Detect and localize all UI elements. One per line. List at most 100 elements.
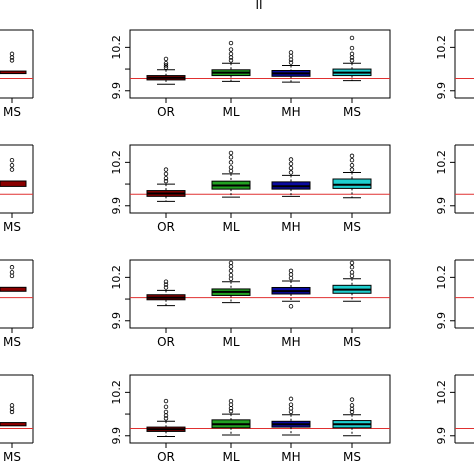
outlier-point	[163, 178, 169, 184]
x-tick-label-ms: MS	[343, 450, 361, 464]
right-y-tick-label: 9.9	[435, 82, 448, 100]
outlier-point	[349, 403, 355, 408]
outlier-point	[228, 47, 234, 52]
left-outlier-point	[9, 270, 15, 275]
x-tick-label-ms: MS	[343, 335, 361, 349]
y-tick-label: 10.2	[110, 380, 123, 405]
box-or	[146, 398, 186, 437]
outlier-point	[228, 276, 234, 282]
outlier-point	[228, 398, 234, 404]
right-y-tick-label: 10.2	[435, 265, 448, 290]
y-tick-label: 10.2	[110, 150, 123, 175]
right-y-tick-label: 10.2	[435, 150, 448, 175]
left-partial-panel: MS	[0, 259, 34, 349]
outlier-point	[288, 402, 294, 407]
x-tick-label-or: OR	[157, 105, 175, 119]
box-ml	[211, 398, 251, 436]
box-ml	[211, 150, 251, 198]
outlier-point	[163, 176, 169, 181]
y-tick-label: 9.9	[110, 82, 123, 100]
left-outlier-point	[9, 273, 15, 279]
y-tick-label: 9.9	[110, 427, 123, 445]
outlier-point	[163, 171, 169, 177]
column-title: II	[255, 0, 262, 12]
outlier-point	[163, 416, 169, 421]
outlier-point	[349, 397, 355, 402]
outlier-point	[228, 264, 234, 269]
outlier-point	[349, 167, 355, 172]
outlier-point	[288, 157, 294, 162]
outlier-point	[163, 409, 169, 415]
x-tick-label-mh: MH	[281, 220, 300, 234]
left-box-body	[0, 422, 27, 427]
left-outlier-point	[9, 163, 15, 168]
box-ml	[211, 40, 251, 82]
outlier-point	[228, 150, 234, 156]
right-partial-panel: 10.2 9.9	[435, 144, 474, 215]
outlier-point	[228, 40, 234, 46]
right-partial-panel: 10.2 9.9	[435, 374, 474, 445]
outlier-point	[163, 282, 169, 287]
outlier-point	[163, 398, 169, 404]
outlier-point	[228, 165, 234, 170]
outlier-point	[228, 268, 234, 274]
x-tick-label-ml: ML	[222, 105, 239, 119]
right-y-tick-label: 10.2	[435, 380, 448, 405]
outlier-point	[163, 65, 169, 70]
left-outlier-point	[9, 403, 15, 408]
box-or	[146, 167, 186, 202]
right-partial-panel: 10.2 9.9	[435, 29, 474, 100]
left-x-tick-label: MS	[3, 105, 21, 119]
left-outlier-point	[9, 58, 15, 63]
left-partial-panel: MS	[0, 144, 34, 234]
outlier-point	[288, 409, 294, 415]
outlier-point	[288, 165, 294, 171]
right-partial-panel: 10.2 9.9	[435, 259, 474, 330]
outlier-point	[349, 157, 355, 163]
y-tick-label: 9.9	[110, 197, 123, 215]
outlier-point	[349, 163, 355, 168]
panels-layer: 9.9 10.2 OR ML MH MS MS 10.2 9.9 9.9 10.2 OR ML MH MS M…	[0, 29, 474, 464]
box-ms	[332, 35, 372, 82]
left-box-body	[0, 286, 27, 292]
panel-row-4: 9.9 10.2 OR ML MH MS MS 10.2 9.9	[0, 374, 474, 464]
outlier-point	[349, 265, 355, 270]
outlier-point	[163, 279, 169, 284]
outlier-point	[228, 168, 234, 174]
outlier-point	[349, 270, 355, 275]
box-mh	[271, 396, 311, 436]
outlier-point	[228, 58, 234, 63]
outlier-point	[288, 406, 294, 411]
x-tick-label-ms: MS	[343, 220, 361, 234]
right-y-tick-label: 9.9	[435, 197, 448, 215]
left-box-body	[0, 70, 27, 75]
outlier-point	[288, 272, 294, 277]
left-outlier-point	[9, 265, 15, 270]
box-ms	[332, 397, 372, 437]
outlier-point	[228, 51, 234, 57]
plot-frame	[129, 144, 391, 214]
x-tick-label-or: OR	[157, 220, 175, 234]
outlier-point	[228, 155, 234, 160]
x-tick-label-ml: ML	[222, 335, 239, 349]
box-ms	[332, 260, 372, 302]
left-outlier-point	[9, 157, 15, 163]
outlier-point	[288, 396, 294, 402]
outlier-point	[163, 404, 169, 410]
plot-frame	[129, 374, 391, 444]
outlier-point	[349, 260, 355, 266]
outlier-point	[288, 275, 294, 281]
x-tick-label-mh: MH	[281, 450, 300, 464]
y-tick-label: 9.9	[110, 312, 123, 330]
outlier-point	[349, 45, 355, 51]
box-mh	[271, 50, 311, 83]
right-y-tick-label: 10.2	[435, 35, 448, 60]
box-or	[146, 279, 186, 307]
outlier-point	[349, 153, 355, 159]
box-ml	[211, 260, 251, 304]
outlier-point	[349, 35, 355, 41]
left-x-tick-label: MS	[3, 335, 21, 349]
panel-row-1: 9.9 10.2 OR ML MH MS MS 10.2 9.9	[0, 29, 474, 119]
box-body	[332, 178, 372, 189]
